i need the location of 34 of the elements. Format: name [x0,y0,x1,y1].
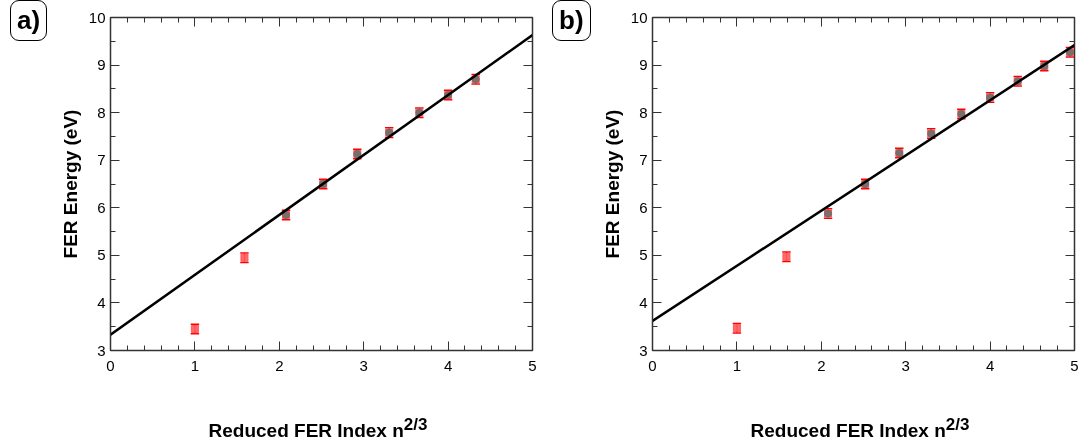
x-tick-label: 5 [528,356,537,374]
y-tick-label: 4 [97,293,106,311]
y-tick-label: 9 [97,56,106,74]
x-tick-label: 0 [106,356,115,374]
y-tick-label: 7 [639,151,648,169]
y-tick-label: 6 [639,198,648,216]
x-tick-label: 3 [901,356,910,374]
y-tick-label: 9 [639,56,648,74]
y-tick-label: 3 [97,341,106,359]
y-axis-title: FER Energy (eV) [59,109,81,259]
x-tick-label: 2 [275,356,284,374]
x-tick-label: 1 [732,356,742,374]
y-tick-label: 8 [639,103,648,121]
x-tick-label: 1 [190,356,200,374]
text: a) [10,0,48,42]
y-tick-label: 7 [97,151,106,169]
y-axis-title: FER Energy (eV) [601,109,623,259]
text: b) [552,0,591,42]
x-tick-label: 5 [1070,356,1079,374]
y-tick-label: 10 [630,8,648,26]
x-axis-title: Reduced FER Index n$^{2/3}$ [207,414,429,444]
y-tick-label: 10 [88,8,106,26]
y-tick-label: 4 [639,293,648,311]
y-tick-label: 5 [97,246,106,264]
x-tick-label: 2 [817,356,826,374]
y-tick-label: 8 [97,103,106,121]
x-axis-title: Reduced FER Index n$^{2/3}$ [749,414,971,444]
y-tick-label: 6 [97,198,106,216]
x-tick-label: 0 [648,356,657,374]
x-tick-label: 3 [359,356,368,374]
y-tick-label: 5 [639,246,648,264]
x-tick-label: 4 [443,356,453,374]
y-tick-label: 3 [639,341,648,359]
x-tick-label: 4 [985,356,995,374]
